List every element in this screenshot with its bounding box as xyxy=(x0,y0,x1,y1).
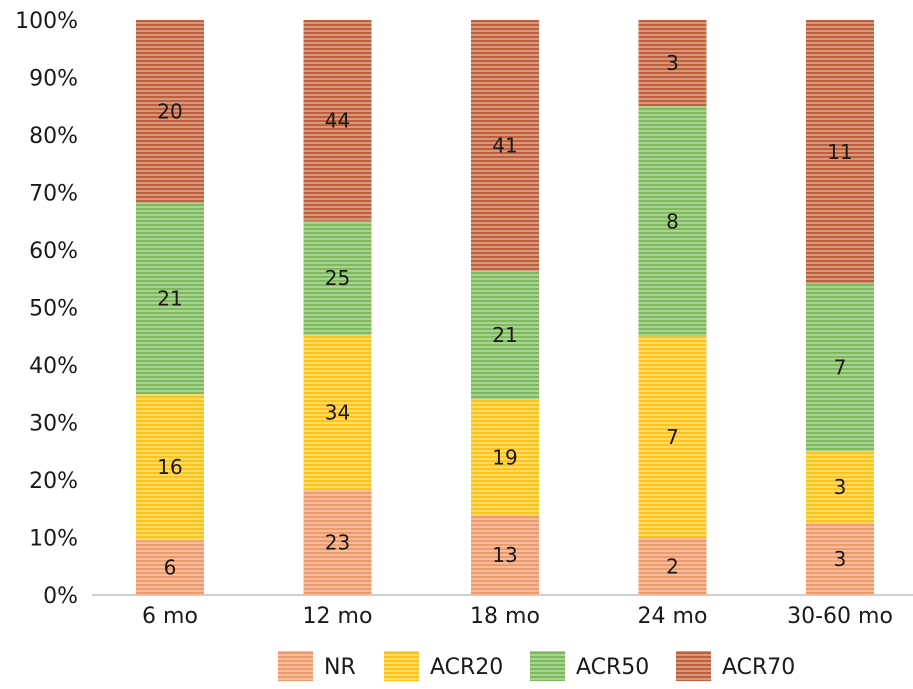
x-tick-label: 30-60 mo xyxy=(787,604,893,629)
y-tick-label: 0% xyxy=(43,584,78,609)
x-tick-label: 12 mo xyxy=(303,604,373,629)
bar-segment-acr70-6-mo xyxy=(136,20,204,203)
data-label-acr70-30-60-mo: 11 xyxy=(827,140,852,164)
bar-segment-acr20-6-mo xyxy=(136,394,204,541)
data-label-acr20-30-60-mo: 3 xyxy=(834,475,847,499)
data-label-acr20-12-mo: 34 xyxy=(325,400,350,424)
data-label-acr50-12-mo: 25 xyxy=(325,266,350,290)
bar-segment-acr50-30-60-mo xyxy=(806,283,874,452)
bar-segment-acr70-12-mo xyxy=(303,20,372,221)
data-label-nr-6-mo: 6 xyxy=(164,556,177,580)
x-tick-label: 6 mo xyxy=(142,604,198,629)
bar-segment-acr20-18-mo xyxy=(471,399,539,516)
legend-label: ACR20 xyxy=(430,655,503,680)
bar-segment-nr-24-mo xyxy=(638,537,707,595)
bar-segment-nr-30-60-mo xyxy=(806,523,874,595)
legend-label: ACR50 xyxy=(576,655,649,680)
y-tick-label: 60% xyxy=(29,239,78,264)
y-tick-label: 40% xyxy=(29,354,78,379)
data-label-acr70-12-mo: 44 xyxy=(325,108,350,132)
y-tick-label: 10% xyxy=(29,527,78,552)
data-label-acr50-30-60-mo: 7 xyxy=(834,355,847,379)
legend-item-nr: NR xyxy=(278,651,356,681)
legend-item-acr20: ACR20 xyxy=(384,651,503,681)
legend: NR ACR20 ACR50 ACR70 xyxy=(278,651,795,681)
x-tick-label: 24 mo xyxy=(638,604,708,629)
data-label-nr-24-mo: 2 xyxy=(666,554,679,578)
legend-label: NR xyxy=(324,655,356,680)
legend-swatch xyxy=(278,651,313,681)
bar-segment-acr20-24-mo xyxy=(638,336,707,538)
bars xyxy=(136,20,874,595)
y-axis: 0% 10% 20% 30% 40% 50% 60% 70% 80% 90% 100% xyxy=(15,9,78,609)
y-tick-label: 20% xyxy=(29,469,78,494)
legend-item-acr50: ACR50 xyxy=(530,651,649,681)
bar-segment-nr-6-mo xyxy=(136,540,204,595)
bar-segment-nr-12-mo xyxy=(303,490,372,595)
y-tick-label: 30% xyxy=(29,412,78,437)
bar-segment-nr-18-mo xyxy=(471,515,539,595)
data-label-acr20-18-mo: 19 xyxy=(492,445,517,469)
data-label-acr50-24-mo: 8 xyxy=(666,209,679,233)
y-tick-label: 70% xyxy=(29,182,78,207)
bar-segment-acr70-18-mo xyxy=(471,20,539,271)
data-label-acr20-24-mo: 7 xyxy=(666,425,679,449)
bar-segment-acr20-12-mo xyxy=(303,334,372,491)
data-label-acr70-18-mo: 41 xyxy=(492,133,517,157)
bar-segment-acr70-24-mo xyxy=(638,20,707,107)
legend-item-acr70: ACR70 xyxy=(676,651,795,681)
data-label-acr50-18-mo: 21 xyxy=(492,323,517,347)
y-tick-label: 50% xyxy=(29,297,78,322)
bar-segment-acr50-6-mo xyxy=(136,202,204,395)
segment-labels: 6 16 21 20 23 34 25 44 13 19 21 41 2 7 8 3 3 3 7 11 xyxy=(157,51,852,579)
data-label-nr-12-mo: 23 xyxy=(325,531,350,555)
bar-segment-acr50-18-mo xyxy=(471,270,539,400)
data-label-nr-18-mo: 13 xyxy=(492,543,517,567)
bar-segment-acr70-30-60-mo xyxy=(806,20,874,284)
data-label-acr70-6-mo: 20 xyxy=(157,99,182,123)
legend-swatch xyxy=(530,651,565,681)
y-tick-label: 80% xyxy=(29,124,78,149)
bar-segment-acr50-12-mo xyxy=(303,220,372,335)
legend-swatch xyxy=(676,651,711,681)
x-tick-label: 18 mo xyxy=(470,604,540,629)
data-label-acr20-6-mo: 16 xyxy=(157,455,182,479)
data-label-acr50-6-mo: 21 xyxy=(157,286,182,310)
y-tick-label: 90% xyxy=(29,67,78,92)
legend-label: ACR70 xyxy=(722,655,795,680)
y-tick-label: 100% xyxy=(15,9,78,34)
x-axis: 6 mo 12 mo 18 mo 24 mo 30-60 mo xyxy=(92,594,913,629)
bar-segment-acr50-24-mo xyxy=(638,106,707,337)
data-label-nr-30-60-mo: 3 xyxy=(834,547,847,571)
bar-segment-acr20-30-60-mo xyxy=(806,451,874,524)
legend-swatch xyxy=(384,651,419,681)
data-label-acr70-24-mo: 3 xyxy=(666,51,679,75)
